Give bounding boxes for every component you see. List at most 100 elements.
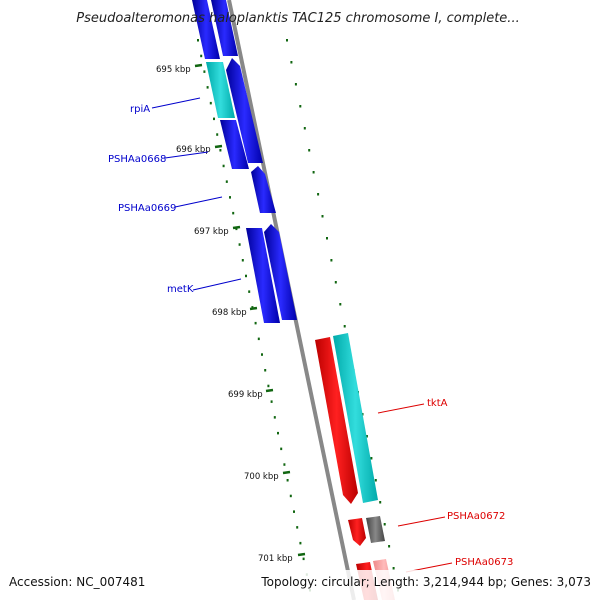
axis-dot <box>303 127 306 130</box>
tick-mark <box>282 470 291 475</box>
summary-text: Topology: circular; Length: 3,214,944 bp… <box>260 575 591 589</box>
axis-dot <box>261 353 263 356</box>
axis-dot <box>225 180 228 183</box>
accession-text: Accession: NC_007481 <box>9 575 145 589</box>
gene-shape-metK <box>246 228 280 323</box>
tick-mark <box>297 552 306 557</box>
gene-label-PSHAa0668[interactable]: PSHAa0668 <box>108 154 166 165</box>
tick-mark <box>232 225 241 230</box>
axis-dot <box>379 501 382 504</box>
tick-label: 695 kbp <box>156 65 191 75</box>
axis-dot <box>267 384 270 388</box>
axis-dot <box>326 237 328 240</box>
axis-dot <box>197 39 199 42</box>
axis-dot <box>216 133 219 136</box>
axis-dot <box>251 306 254 309</box>
axis-dot <box>235 227 238 231</box>
gene-shape-grey <box>366 516 385 543</box>
axis-dot <box>206 86 209 89</box>
axis-dot <box>245 274 247 278</box>
tick-label: 701 kbp <box>258 554 293 564</box>
gene-label-PSHAa0673[interactable]: PSHAa0673 <box>455 557 513 568</box>
axis-dot <box>302 557 305 561</box>
tick-label: 700 kbp <box>244 472 279 482</box>
axis-dot <box>299 541 302 545</box>
axis-dot <box>229 196 231 199</box>
axis-dot <box>280 447 283 451</box>
axis-dot <box>238 243 241 246</box>
axis-dot <box>219 149 222 152</box>
gene-shape-top-right <box>211 0 238 56</box>
axis-dot <box>200 54 203 58</box>
forward-genes <box>192 0 297 323</box>
gene-label-tktA[interactable]: tktA <box>427 398 448 409</box>
tick-mark <box>194 63 203 68</box>
axis-dot <box>365 435 368 438</box>
gene-shape-tktA <box>315 337 358 504</box>
tick-mark <box>265 388 274 393</box>
tick-label: 697 kbp <box>194 227 229 237</box>
leader-line <box>192 278 242 291</box>
axis-dot <box>248 290 251 293</box>
gene-shape-arrow-1 <box>226 58 263 163</box>
axis-dot <box>321 215 324 218</box>
axis-dot <box>290 61 293 64</box>
map-title: Pseudoalteromonas haloplanktis TAC125 ch… <box>76 11 519 26</box>
leader-line <box>397 516 446 527</box>
axis-dot <box>388 545 391 548</box>
axis-dot <box>293 510 295 513</box>
leader-line <box>174 196 223 208</box>
footer-background <box>0 570 600 600</box>
axis-dot <box>383 523 386 526</box>
tick-label: 699 kbp <box>228 390 263 400</box>
gene-label-metK[interactable]: metK <box>167 284 194 295</box>
axis-dot <box>222 164 225 168</box>
gene-shape-PSHAa0672 <box>348 518 366 546</box>
tick-mark <box>249 306 258 311</box>
axis-dot <box>339 303 342 306</box>
tick-label: 698 kbp <box>212 308 247 318</box>
axis-dot <box>392 567 395 570</box>
gene-shape-rpiA <box>206 62 235 118</box>
axis-dot <box>257 337 260 341</box>
axis-dot <box>330 259 333 262</box>
leader-line <box>377 403 425 414</box>
axis-dot <box>334 281 337 284</box>
axis-dot <box>270 400 273 403</box>
axis-dot <box>264 369 267 372</box>
kbp-ticks: 695 kbp 696 kbp 697 kbp 698 kbp 699 kbp … <box>156 63 306 564</box>
tick-label: 696 kbp <box>176 145 211 155</box>
axis-dot <box>343 325 346 328</box>
axis-dot <box>289 494 292 498</box>
axis-dot <box>374 479 377 482</box>
gene-shape-arrow-2 <box>264 224 297 320</box>
axis-dot <box>308 149 311 152</box>
gene-label-PSHAa0672[interactable]: PSHAa0672 <box>447 511 505 522</box>
leader-line <box>164 151 209 159</box>
axis-dot <box>254 321 257 325</box>
axis-dot <box>312 171 315 174</box>
axis-dot <box>286 39 288 42</box>
axis-dot <box>370 457 373 460</box>
gene-shape-rna <box>333 333 378 503</box>
gene-labels: rpiA PSHAa0668 PSHAa0669 metK tktA PSHAa… <box>108 97 513 573</box>
axis-dot <box>213 117 215 121</box>
axis-dot <box>283 463 286 466</box>
axis-dot <box>203 70 206 73</box>
gene-label-rpiA[interactable]: rpiA <box>130 104 150 115</box>
axis-dot <box>241 259 244 262</box>
axis-dot <box>294 83 297 86</box>
axis-dot <box>209 101 212 105</box>
axis-dot <box>232 211 235 215</box>
axis-dot <box>277 431 279 435</box>
gene-label-PSHAa0669[interactable]: PSHAa0669 <box>118 203 176 214</box>
leader-line <box>151 97 201 109</box>
gene-shape-PSHAa0668 <box>220 120 249 169</box>
axis-dot <box>273 416 276 419</box>
axis-dot <box>286 479 289 482</box>
tick-mark <box>214 144 223 149</box>
gene-shape-PSHAa0669 <box>251 166 276 213</box>
axis-dot <box>296 526 299 529</box>
axis-dot <box>317 193 320 196</box>
